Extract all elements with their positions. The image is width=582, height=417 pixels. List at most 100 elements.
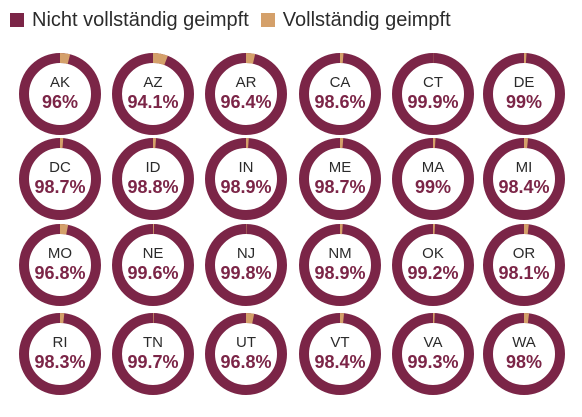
donut-slice-fully-ma	[392, 138, 474, 220]
donut-value-ut: 96.8%	[220, 352, 271, 372]
legend-item-fully-vaccinated: Vollständig geimpft	[260, 8, 451, 32]
donut-slice-fully-me	[299, 138, 381, 220]
donut-value-mi: 98.4%	[498, 177, 549, 197]
donut-label-or: OR	[513, 245, 536, 262]
donut-label-id: ID	[146, 159, 161, 176]
donut-label-ca: CA	[330, 74, 351, 91]
donut-label-nj: NJ	[237, 245, 255, 262]
donut-value-mo: 96.8%	[34, 263, 85, 283]
donut-value-va: 99.3%	[407, 352, 458, 372]
donut-value-ar: 96.4%	[220, 92, 271, 112]
donut-label-ar: AR	[236, 74, 257, 91]
donut-slice-fully-dc	[19, 138, 101, 220]
donut-slice-fully-ak	[19, 53, 101, 135]
donut-value-ok: 99.2%	[407, 263, 458, 283]
donut-value-de: 99%	[506, 92, 542, 112]
donut-value-me: 98.7%	[314, 177, 365, 197]
donut-slice-fully-mo	[19, 224, 101, 306]
donut-slice-fully-nm	[299, 224, 381, 306]
donut-label-va: VA	[424, 334, 443, 351]
donut-label-me: ME	[329, 159, 352, 176]
donut-value-id: 98.8%	[127, 177, 178, 197]
donut-slice-fully-id	[112, 138, 194, 220]
donut-slice-fully-wa	[483, 313, 565, 395]
donut-value-az: 94.1%	[127, 92, 178, 112]
donut-value-vt: 98.4%	[314, 352, 365, 372]
donut-slice-fully-or	[483, 224, 565, 306]
donut-value-tn: 99.7%	[127, 352, 178, 372]
donut-label-ut: UT	[236, 334, 256, 351]
donut-slice-fully-ut	[205, 313, 287, 395]
donut-label-nm: NM	[328, 245, 351, 262]
legend: Nicht vollständig geimpft Vollständig ge…	[10, 5, 463, 35]
donut-value-ne: 99.6%	[127, 263, 178, 283]
legend-swatch-not-fully-vaccinated	[10, 13, 24, 27]
donut-value-ri: 98.3%	[34, 352, 85, 372]
donut-slice-fully-de	[483, 53, 565, 135]
donut-label-ok: OK	[422, 245, 444, 262]
donut-label-mo: MO	[48, 245, 72, 262]
donut-slice-fully-ct	[392, 53, 474, 135]
donut-value-ca: 98.6%	[314, 92, 365, 112]
donut-value-nm: 98.9%	[314, 263, 365, 283]
donut-value-in: 98.9%	[220, 177, 271, 197]
donut-label-mi: MI	[516, 159, 533, 176]
legend-item-not-fully-vaccinated: Nicht vollständig geimpft	[10, 9, 249, 32]
donut-value-nj: 99.8%	[220, 263, 271, 283]
donut-slice-fully-mi	[483, 138, 565, 220]
donut-value-dc: 98.7%	[34, 177, 85, 197]
legend-label-fully-vaccinated: Vollständig geimpft	[282, 8, 451, 31]
donut-value-or: 98.1%	[498, 263, 549, 283]
donut-slice-fully-in	[205, 138, 287, 220]
donut-label-ma: MA	[422, 159, 445, 176]
donut-slice-fully-ne	[112, 224, 194, 306]
donut-slice-fully-vt	[299, 313, 381, 395]
donut-label-ak: AK	[50, 74, 70, 91]
donut-slice-fully-nj	[205, 224, 287, 306]
donut-slice-fully-ar	[205, 53, 287, 135]
donut-slice-fully-az	[112, 53, 194, 135]
donut-label-ne: NE	[143, 245, 164, 262]
donut-label-ri: RI	[53, 334, 68, 351]
donut-slice-fully-tn	[112, 313, 194, 395]
donut-label-de: DE	[514, 74, 535, 91]
donut-value-wa: 98%	[506, 352, 542, 372]
donut-slice-fully-va	[392, 313, 474, 395]
donut-slice-fully-ri	[19, 313, 101, 395]
donut-slice-fully-ok	[392, 224, 474, 306]
donut-value-ak: 96%	[42, 92, 78, 112]
legend-label-not-fully-vaccinated: Nicht vollständig geimpft	[32, 8, 249, 31]
donut-value-ma: 99%	[415, 177, 451, 197]
donut-label-az: AZ	[143, 74, 162, 91]
donut-label-ct: CT	[423, 74, 443, 91]
donut-label-tn: TN	[143, 334, 163, 351]
donut-label-wa: WA	[512, 334, 536, 351]
legend-swatch-fully-vaccinated	[260, 13, 275, 27]
donut-label-vt: VT	[330, 334, 349, 351]
